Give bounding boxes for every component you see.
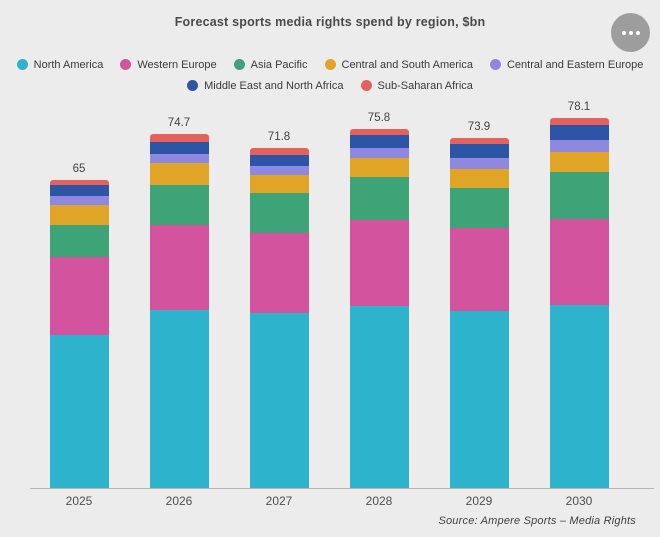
- bar-segment-asia-pacific[interactable]: [49, 225, 109, 257]
- legend-dot-icon: [120, 59, 132, 70]
- legend-dot-icon: [187, 80, 199, 91]
- bar-segment-north-america[interactable]: [149, 309, 209, 488]
- bar-segment-central-and-eastern-europe[interactable]: [149, 153, 209, 163]
- bar-segment-western-europe[interactable]: [549, 219, 609, 305]
- legend-row-1: North America Western Europe Asia Pacific C…: [0, 56, 660, 73]
- ellipsis-icon: [621, 30, 626, 35]
- legend-item-label: North America: [33, 58, 104, 71]
- legend-item-middle-east-and-north-africa[interactable]: Middle East and North Africa: [187, 79, 344, 92]
- x-axis-label-2030: 2030: [565, 494, 593, 508]
- x-axis-label-2025: 2025: [65, 494, 93, 508]
- bar-segment-western-europe[interactable]: [249, 232, 309, 314]
- legend-item-central-and-eastern-europe[interactable]: Central and Eastern Europe: [489, 58, 644, 71]
- bar-segment-sub-saharan-africa[interactable]: [249, 148, 309, 155]
- bar-group-2030[interactable]: [549, 117, 609, 488]
- bar-segment-asia-pacific[interactable]: [449, 188, 509, 229]
- legend-item-asia-pacific[interactable]: Asia Pacific: [233, 58, 308, 71]
- bar-segment-central-and-eastern-europe[interactable]: [449, 158, 509, 169]
- bar-segment-central-and-south-america[interactable]: [149, 162, 209, 185]
- source-note: Source: Ampere Sports – Media Rights: [438, 515, 636, 527]
- bar-segment-middle-east-and-north-africa[interactable]: [549, 124, 609, 141]
- chart-title: Forecast sports media rights spend by re…: [174, 15, 486, 29]
- legend-row-2: Middle East and North Africa Sub-Saharan …: [0, 77, 660, 94]
- legend-item-label: Asia Pacific: [250, 58, 308, 71]
- legend-dot-icon: [16, 59, 28, 70]
- legend-item-sub-saharan-africa[interactable]: Sub-Saharan Africa: [360, 79, 473, 92]
- legend-item-label: Western Europe: [137, 58, 217, 71]
- bar-group-2027[interactable]: [249, 148, 309, 488]
- bar-total-label-2026: 74.7: [167, 117, 191, 129]
- bar-group-2028[interactable]: [349, 129, 409, 488]
- x-axis-label-2026: 2026: [165, 494, 193, 508]
- legend-dot-icon: [233, 59, 245, 70]
- legend-dot-icon: [324, 59, 336, 70]
- bar-segment-asia-pacific[interactable]: [249, 193, 309, 233]
- bar-segment-north-america[interactable]: [549, 304, 609, 488]
- bar-total-label-2028: 75.8: [367, 112, 391, 124]
- bar-total-label-2025: 65: [72, 163, 86, 175]
- bar-segment-central-and-south-america[interactable]: [249, 174, 309, 194]
- bar-segment-asia-pacific[interactable]: [549, 171, 609, 220]
- legend-item-label: Central and South America: [341, 58, 473, 71]
- x-axis-label-2029: 2029: [465, 494, 493, 508]
- legend-dot-icon: [489, 59, 501, 70]
- bar-segment-sub-saharan-africa[interactable]: [449, 138, 509, 145]
- bar-segment-western-europe[interactable]: [349, 219, 409, 306]
- bar-segment-central-and-south-america[interactable]: [549, 152, 609, 172]
- bar-total-label-2027: 71.8: [267, 131, 291, 143]
- legend-item-central-and-south-america[interactable]: Central and South America: [324, 58, 473, 71]
- ellipsis-icon: [635, 30, 640, 35]
- bar-segment-central-and-eastern-europe[interactable]: [549, 140, 609, 153]
- bar-segment-middle-east-and-north-africa[interactable]: [49, 185, 109, 196]
- legend-item-label: Middle East and North Africa: [204, 79, 344, 92]
- bar-segment-sub-saharan-africa[interactable]: [49, 179, 109, 186]
- legend-item-north-america[interactable]: North America: [16, 58, 104, 71]
- bar-segment-central-and-eastern-europe[interactable]: [49, 195, 109, 206]
- bar-segment-sub-saharan-africa[interactable]: [349, 129, 409, 136]
- legend-item-label: Central and Eastern Europe: [506, 58, 644, 71]
- bar-group-2029[interactable]: [449, 138, 509, 488]
- bar-total-label-2029: 73.9: [467, 121, 491, 133]
- legend-dot-icon: [360, 80, 372, 91]
- bar-group-2026[interactable]: [149, 133, 209, 488]
- bar-segment-western-europe[interactable]: [49, 256, 109, 336]
- bar-segment-central-and-south-america[interactable]: [349, 157, 409, 178]
- bar-group-2025[interactable]: [49, 179, 109, 488]
- bar-segment-north-america[interactable]: [249, 313, 309, 488]
- bar-segment-central-and-eastern-europe[interactable]: [249, 165, 309, 175]
- bar-segment-middle-east-and-north-africa[interactable]: [349, 135, 409, 149]
- bar-segment-middle-east-and-north-africa[interactable]: [249, 154, 309, 166]
- legend-item-label: Sub-Saharan Africa: [377, 79, 473, 92]
- bar-segment-central-and-south-america[interactable]: [449, 168, 509, 189]
- x-axis-label-2027: 2027: [265, 494, 293, 508]
- more-options-button[interactable]: [611, 13, 650, 52]
- bar-segment-middle-east-and-north-africa[interactable]: [149, 141, 209, 154]
- chart-legend: North America Western Europe Asia Pacific C…: [0, 56, 660, 94]
- bar-segment-north-america[interactable]: [449, 310, 509, 488]
- x-axis-label-2028: 2028: [365, 494, 393, 508]
- bar-segment-central-and-south-america[interactable]: [49, 205, 109, 226]
- bar-segment-western-europe[interactable]: [449, 228, 509, 311]
- bar-segment-asia-pacific[interactable]: [149, 184, 209, 225]
- bar-segment-north-america[interactable]: [49, 335, 109, 488]
- bar-total-label-2030: 78.1: [567, 101, 591, 113]
- x-axis-line: [30, 488, 654, 489]
- bar-segment-north-america[interactable]: [349, 305, 409, 488]
- bar-segment-sub-saharan-africa[interactable]: [549, 117, 609, 125]
- bar-segment-middle-east-and-north-africa[interactable]: [449, 144, 509, 159]
- ellipsis-icon: [628, 30, 633, 35]
- bar-segment-central-and-eastern-europe[interactable]: [349, 148, 409, 158]
- bar-segment-sub-saharan-africa[interactable]: [149, 133, 209, 142]
- bar-segment-asia-pacific[interactable]: [349, 177, 409, 220]
- bar-segment-western-europe[interactable]: [149, 224, 209, 310]
- legend-item-western-europe[interactable]: Western Europe: [120, 58, 217, 71]
